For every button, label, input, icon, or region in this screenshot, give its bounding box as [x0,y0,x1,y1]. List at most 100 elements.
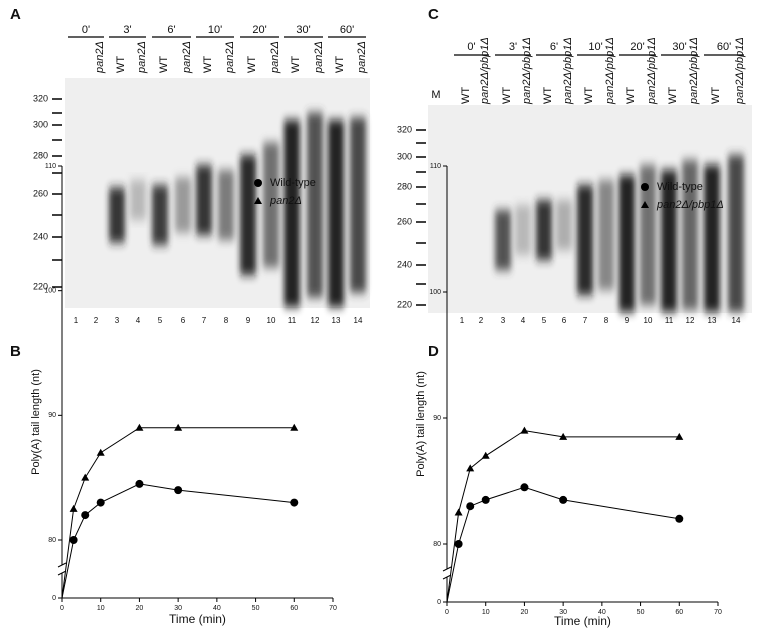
lane-label: WT [202,56,214,73]
x-tick-label: 30 [174,605,182,612]
y-tick-label: 90 [433,415,441,422]
axis-break-gap [443,569,451,577]
x-tick-label: 10 [482,609,490,616]
size-marker: 260 [33,188,48,198]
lane-label: WT [158,56,170,73]
lane-label: WT [334,56,346,73]
lane-label: WT [583,87,595,104]
gel-band [196,165,212,235]
x-tick-label: 60 [675,609,683,616]
series-line [446,486,680,603]
data-point [466,464,475,472]
axis-break [442,574,452,580]
lane-label: pan2Δ [224,41,236,74]
gel-band [218,170,234,240]
y-tick-label: 80 [48,537,56,544]
legend-marker [254,179,262,187]
lane-label: pan2Δ [181,41,193,74]
time-label: 20' [252,24,266,36]
gel-band [152,185,168,245]
lane-label: pan2Δ/pbp1Δ [479,37,491,105]
time-label: 0' [82,24,90,36]
lane-number: 7 [583,316,588,325]
size-marker: 320 [397,124,412,134]
gel-band [307,112,323,298]
gel-band [495,210,511,270]
marker-lane-label: M [431,89,440,101]
lane-label: pan2Δ/pbp1Δ [521,37,533,105]
lane-label: pan2Δ/pbp1Δ [688,37,700,105]
y-tick-label: 100 [429,289,441,296]
lane-number: 2 [94,316,99,325]
x-tick-label: 50 [637,609,645,616]
data-point [454,508,463,516]
time-label: 10' [208,24,222,36]
lane-number: 11 [288,316,297,325]
lane-number: 7 [202,316,207,325]
lane-number: 13 [332,316,341,325]
lane-number: 9 [246,316,251,325]
x-tick-label: 40 [213,605,221,612]
data-point [466,502,475,511]
time-label: 3' [123,24,131,36]
lane-number: 6 [562,316,567,325]
legend-marker [641,183,649,191]
lane-label: pan2Δ [136,41,148,74]
data-point [675,514,684,523]
time-label: 6' [167,24,175,36]
gel-band [263,142,279,268]
y-tick-label: 0 [52,595,56,602]
lane-label: pan2Δ [356,41,368,74]
data-point [290,423,299,431]
size-marker: 280 [397,181,412,191]
y-tick-label: 100 [44,288,56,295]
lane-label: WT [710,87,722,104]
gel-band [515,205,531,255]
lane-number: 10 [644,316,653,325]
y-tick-label: 110 [45,163,56,170]
size-marker: 240 [33,231,48,241]
x-tick-label: 70 [714,609,722,616]
lane-number: 8 [224,316,229,325]
x-tick-label: 50 [252,605,260,612]
time-label: 20' [630,41,644,53]
series-line [61,427,295,599]
x-tick-label: 20 [136,605,144,612]
time-label: 3' [509,41,517,53]
lane-label: WT [625,87,637,104]
x-tick-label: 20 [521,609,529,616]
y-tick-label: 80 [433,541,441,548]
data-point [520,426,529,434]
legend-label: Wild-type [270,177,316,189]
lane-number: 1 [74,316,79,325]
lane-label: pan2Δ [269,41,281,74]
size-marker: 320 [33,93,48,103]
lane-number: 3 [115,316,120,325]
lane-number: 1 [460,316,465,325]
time-label: 60' [340,24,354,36]
lane-label: pan2Δ [313,41,325,74]
lane-label: pan2Δ/pbp1Δ [734,37,746,105]
legend-marker [641,201,649,208]
axis-break-gap [58,565,66,573]
lane-label: pan2Δ/pbp1Δ [646,37,658,105]
data-point [559,432,568,440]
gel-band [240,155,256,275]
lane-label: WT [542,87,554,104]
data-point [520,483,529,492]
axis-break [57,562,67,568]
size-marker: 280 [33,150,48,160]
y-tick-label: 90 [48,412,56,419]
time-label: 0' [467,41,475,53]
gel-band [130,180,146,220]
lane-label: WT [667,87,679,104]
gel-band [350,117,366,293]
lane-number: 14 [732,316,741,325]
lane-number: 6 [181,316,186,325]
size-marker: 260 [397,216,412,226]
size-marker: 220 [397,299,412,309]
lane-label: WT [460,87,472,104]
y-tick-label: 0 [437,599,441,606]
time-label: 6' [550,41,558,53]
